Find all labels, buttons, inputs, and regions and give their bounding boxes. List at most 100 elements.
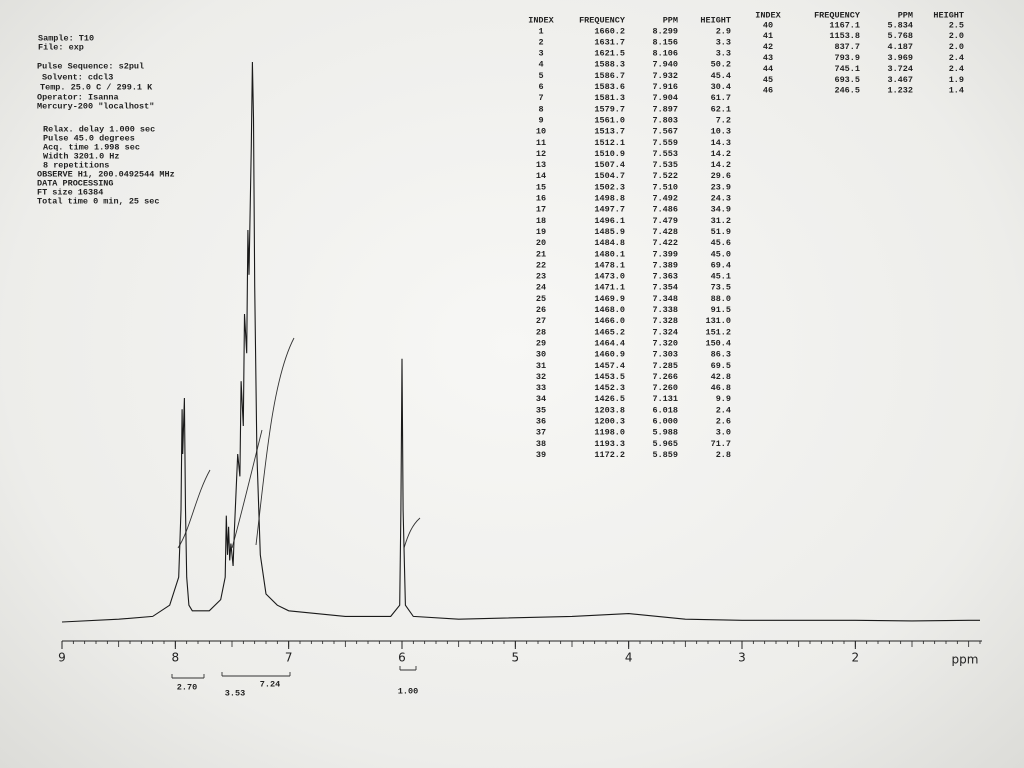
table-cell: 1507.4 (594, 160, 625, 170)
table-cell: 7.428 (652, 227, 678, 237)
integral-value: 2.70 (177, 682, 197, 692)
table-cell: 1193.3 (594, 439, 625, 449)
table-cell: 1631.7 (594, 37, 625, 47)
table-cell: 1464.4 (594, 338, 625, 348)
table-cell: 2.8 (716, 450, 731, 460)
table-cell: 1478.1 (594, 260, 625, 270)
integral-value: 3.53 (225, 688, 245, 698)
table-cell: 3.724 (887, 64, 913, 74)
table-cell: 1172.2 (594, 450, 625, 460)
table-cell: 1586.7 (594, 71, 625, 81)
table-cell: 1153.8 (829, 31, 860, 41)
table-cell: 45.6 (711, 238, 731, 248)
table-cell: 10.3 (711, 127, 731, 137)
table-cell: 693.5 (834, 75, 860, 85)
table-cell: 1484.8 (594, 238, 625, 248)
table-cell: 1.232 (887, 86, 913, 96)
header-line: Sample: T10 (38, 33, 94, 43)
x-tick-label: 6 (398, 651, 406, 665)
table-cell: 11 (536, 138, 546, 148)
table-cell: 1469.9 (594, 294, 625, 304)
table-cell: 3.0 (716, 428, 731, 438)
table-cell: 62.1 (711, 104, 731, 114)
table-cell: 2.6 (716, 417, 731, 427)
table-cell: 7.567 (652, 127, 678, 137)
table-cell: 246.5 (834, 86, 860, 96)
table-cell: 7.2 (716, 115, 731, 125)
table-cell: 2.9 (716, 26, 731, 36)
header-line: DATA PROCESSING (37, 178, 114, 188)
table-cell: 1460.9 (594, 350, 625, 360)
table-cell: 1.4 (949, 86, 964, 96)
table-cell: 23 (536, 272, 546, 282)
table-cell: 1502.3 (594, 182, 625, 192)
table-cell: 25 (536, 294, 546, 304)
table-cell: 7.897 (652, 104, 678, 114)
table-cell: 7.510 (652, 182, 678, 192)
table-cell: 22 (536, 260, 546, 270)
table-cell: 35 (536, 405, 546, 415)
table-cell: 7.363 (652, 272, 678, 282)
table-cell: 12 (536, 149, 546, 159)
table-cell: 9 (538, 115, 543, 125)
x-tick-label: 8 (172, 651, 180, 665)
x-tick-label: 4 (625, 651, 633, 665)
table-cell: 91.5 (711, 305, 731, 315)
table-cell: 44 (763, 64, 773, 74)
header-line: Relax. delay 1.000 sec (43, 124, 155, 134)
table-cell: 1480.1 (594, 249, 625, 259)
table-cell: 40 (763, 20, 773, 30)
table-cell: 61.7 (711, 93, 731, 103)
table-cell: 14.2 (711, 149, 731, 159)
table-cell: 6 (538, 82, 543, 92)
table-cell: 7.303 (652, 350, 678, 360)
table-cell: 7.486 (652, 205, 678, 215)
integral-curve (403, 517, 421, 549)
table-header: FREQUENCY (579, 15, 626, 25)
table-cell: 2 (538, 37, 543, 47)
table-cell: 51.9 (711, 227, 731, 237)
table-cell: 6.000 (652, 417, 678, 427)
table-cell: 45 (763, 75, 773, 85)
table-cell: 7.479 (652, 216, 678, 226)
table-cell: 69.4 (711, 260, 731, 270)
table-cell: 7.266 (652, 372, 678, 382)
integral-brackets (171, 666, 417, 679)
table-cell: 41 (763, 31, 773, 41)
header-line: Width 3201.0 Hz (43, 151, 120, 161)
table-cell: 27 (536, 316, 546, 326)
table-cell: 45.4 (711, 71, 731, 81)
table-cell: 837.7 (834, 42, 860, 52)
table-cell: 7.535 (652, 160, 678, 170)
table-cell: 7.522 (652, 171, 678, 181)
table-cell: 1510.9 (594, 149, 625, 159)
table-header: INDEX (528, 15, 554, 25)
table-cell: 7.422 (652, 238, 678, 248)
header-line: Pulse Sequence: s2pul (37, 61, 144, 71)
table-cell: 18 (536, 216, 546, 226)
table-cell: 3 (538, 49, 543, 59)
table-cell: 1512.1 (594, 138, 625, 148)
table-cell: 5.834 (887, 20, 913, 30)
table-cell: 1621.5 (594, 49, 625, 59)
table-cell: 42 (763, 42, 773, 52)
table-cell: 24.3 (711, 194, 731, 204)
integral-curve (255, 337, 295, 546)
table-cell: 1203.8 (594, 405, 625, 415)
table-cell: 73.5 (711, 283, 731, 293)
table-cell: 16 (536, 194, 546, 204)
header-line: Pulse 45.0 degrees (43, 133, 135, 143)
table-cell: 7.932 (652, 71, 678, 81)
table-cell: 46 (763, 86, 773, 96)
table-header: PPM (663, 15, 678, 25)
table-cell: 151.2 (705, 327, 731, 337)
table-cell: 38 (536, 439, 546, 449)
table-cell: 36 (536, 417, 546, 427)
table-cell: 7.260 (652, 383, 678, 393)
table-cell: 31 (536, 361, 546, 371)
table-cell: 3.3 (716, 49, 731, 59)
table-cell: 31.2 (711, 216, 731, 226)
table-cell: 7.904 (652, 93, 678, 103)
table-cell: 1198.0 (594, 428, 625, 438)
table-cell: 2.4 (716, 405, 731, 415)
